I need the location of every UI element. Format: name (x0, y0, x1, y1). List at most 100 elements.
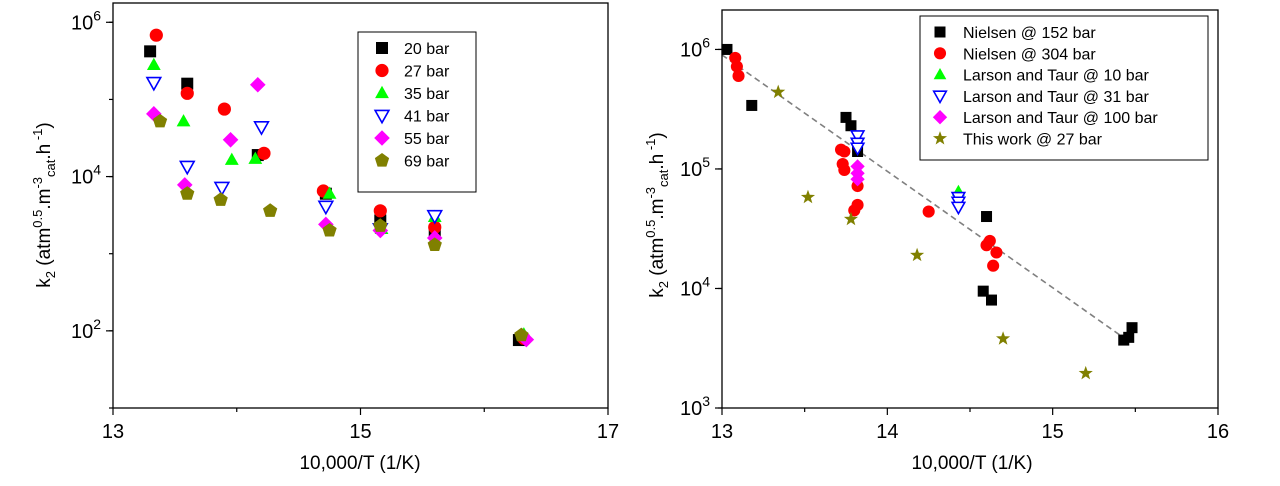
legend-marker (932, 110, 948, 125)
data-point (145, 76, 163, 92)
data-point (178, 160, 196, 176)
legend-label: 41 bar (404, 109, 450, 126)
ylabel-exp2: -3 (30, 177, 45, 189)
data-point (144, 45, 157, 58)
legend-label: 55 bar (404, 131, 450, 148)
legend-label: 27 bar (404, 64, 450, 81)
ylabel-close: ) (34, 122, 55, 128)
x-tick-label: 17 (597, 421, 619, 443)
legend-marker (934, 26, 946, 38)
data-point (322, 186, 337, 199)
data-point (426, 209, 444, 225)
ylabel-open: (atm (647, 238, 668, 281)
legend-marker (933, 47, 947, 60)
series-nielsen-304-bar (729, 51, 1003, 272)
y-tick-exp: 4 (93, 162, 101, 178)
data-point (249, 76, 266, 93)
data-point (146, 106, 162, 122)
ylabel-sub2: cat (43, 159, 58, 177)
data-point (514, 327, 529, 342)
data-point (176, 177, 193, 193)
data-point (840, 111, 852, 123)
chart-right-ylabel: k2 (atm0.5.m-3cat.h -1) (643, 132, 671, 297)
y-tick-label: 104 (680, 273, 710, 300)
legend-marker (375, 85, 389, 99)
chart-right-fit (721, 54, 1128, 341)
ylabel-exp3: -1 (30, 129, 45, 144)
data-point (849, 130, 866, 144)
legend-label: Nielsen @ 304 bar (963, 46, 1096, 63)
y-tick-label: 103 (680, 393, 710, 420)
chart-left-xlabel: 10,000/T (1/K) (299, 453, 420, 474)
legend-label: Larson and Taur @ 10 bar (963, 68, 1150, 85)
ylabel-mid1: .m (647, 199, 668, 220)
data-point (850, 172, 865, 187)
y-tick-label: 106 (71, 7, 101, 34)
data-point (180, 86, 194, 100)
y-tick-exp: 5 (702, 154, 710, 170)
data-point (730, 60, 743, 73)
ylabel-exp1: 0.5 (643, 220, 658, 238)
data-point (181, 77, 194, 90)
data-point (318, 216, 334, 233)
data-point (771, 84, 786, 99)
legend-marker (933, 68, 947, 80)
legend-marker (932, 90, 948, 105)
data-point (1078, 365, 1093, 380)
y-tick-label: 102 (71, 316, 101, 343)
y-tick-exp: 2 (93, 316, 101, 332)
series-this-work-27-bar (771, 84, 1093, 380)
x-tick-label: 15 (349, 421, 371, 443)
ylabel-main: k (647, 288, 668, 298)
legend-label: 20 bar (404, 41, 450, 58)
data-point (845, 120, 857, 132)
y-tick-base: 10 (680, 39, 702, 61)
chart-right-marks (721, 43, 1138, 380)
data-point (248, 151, 263, 164)
ylabel-mid2: .h (647, 154, 668, 170)
legend-marker (374, 153, 390, 167)
y-tick-base: 10 (680, 159, 702, 181)
legend-marker (375, 63, 389, 78)
x-tick-label: 14 (876, 421, 898, 443)
series-nielsen-152-bar (721, 43, 1138, 346)
legend-label: Larson and Taur @ 100 bar (963, 110, 1158, 127)
ylabel-sub: 2 (656, 281, 671, 288)
data-point (217, 102, 231, 116)
data-point (980, 239, 993, 252)
data-point (910, 247, 925, 262)
data-point (322, 222, 337, 237)
data-point (981, 211, 993, 223)
y-tick-base: 10 (71, 321, 93, 343)
data-point (800, 189, 816, 204)
ylabel-mid1: .m (34, 189, 55, 210)
data-point (843, 211, 859, 226)
data-point (427, 237, 442, 251)
ylabel-exp3: -1 (643, 139, 658, 154)
legend-marker (373, 109, 391, 125)
ylabel-main: k (34, 278, 55, 288)
data-point (149, 28, 163, 42)
y-tick-base: 10 (680, 398, 702, 420)
legend-label: Larson and Taur @ 31 bar (963, 89, 1150, 106)
x-tick-label: 16 (1207, 421, 1229, 443)
data-point (838, 145, 851, 158)
ylabel-exp2: -3 (643, 187, 658, 199)
y-tick-label: 104 (71, 162, 101, 189)
ylabel-sub: 2 (43, 271, 58, 278)
data-point (317, 200, 335, 216)
data-point (1126, 322, 1138, 334)
data-point (222, 131, 239, 148)
ylabel-close: ) (647, 132, 668, 138)
data-point (849, 142, 866, 157)
y-tick-exp: 3 (702, 393, 710, 409)
data-point (987, 259, 1000, 272)
fit-line (721, 54, 1128, 341)
data-point (990, 246, 1003, 259)
legend-label: 35 bar (404, 86, 450, 103)
data-point (253, 121, 270, 136)
chart-left-legend: 20 bar 27 bar 35 bar 41 bar 55 bar 69 bar (357, 31, 477, 193)
